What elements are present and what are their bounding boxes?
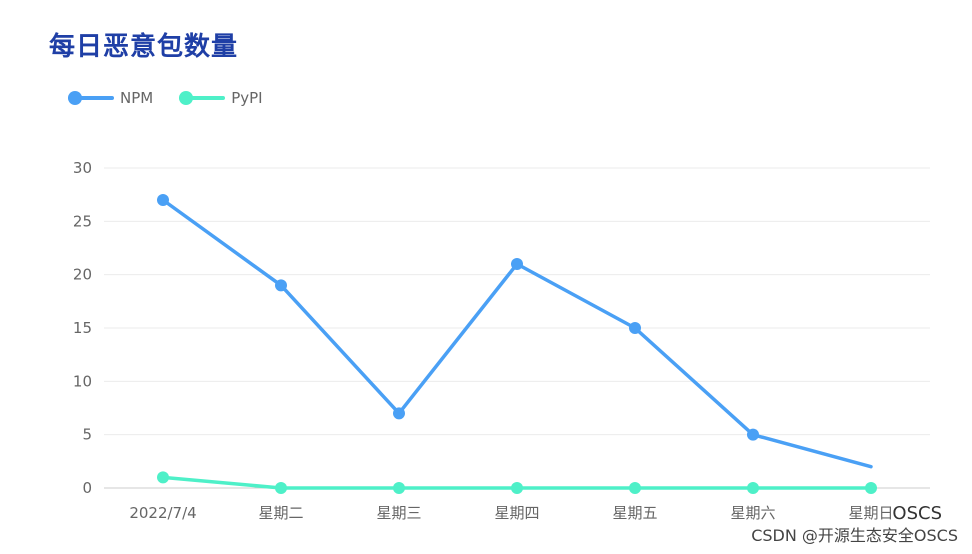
watermark-csdn: CSDN @开源生态安全OSCS — [751, 526, 958, 545]
chart-title: 每日恶意包数量 — [49, 32, 239, 62]
legend-swatch-pypi — [179, 91, 226, 105]
data-point-npm-2 — [393, 407, 405, 420]
x-tick-label-0: 2022/7/4 — [129, 504, 196, 522]
data-point-pypi-2 — [393, 482, 405, 494]
x-tick-label-4: 星期五 — [612, 504, 657, 522]
data-point-npm-1 — [275, 279, 287, 292]
data-point-npm-4 — [629, 322, 641, 334]
legend-dot-pypi — [179, 91, 194, 105]
data-point-npm-5 — [747, 428, 759, 441]
x-tick-label-5: 星期六 — [730, 504, 775, 522]
legend-item-pypi[interactable]: PyPI — [179, 89, 263, 107]
legend: NPM PyPI — [68, 89, 263, 107]
y-tick-label-30: 30 — [73, 159, 92, 177]
legend-line-npm — [68, 96, 114, 100]
y-tick-label-25: 25 — [73, 212, 92, 230]
data-point-pypi-5 — [747, 482, 759, 494]
y-tick-label-5: 5 — [82, 426, 92, 444]
x-tick-label-6: 星期日 — [848, 504, 893, 522]
y-tick-label-15: 15 — [73, 319, 92, 337]
series-line-npm — [161, 198, 873, 469]
x-tick-label-2: 星期三 — [376, 504, 421, 522]
data-point-pypi-3 — [511, 482, 523, 494]
legend-dot-npm — [68, 91, 82, 105]
x-tick-label-3: 星期四 — [494, 504, 539, 522]
data-point-pypi-4 — [629, 482, 641, 494]
y-tick-label-0: 0 — [82, 479, 92, 497]
data-point-pypi-6 — [865, 482, 877, 494]
legend-line-pypi — [179, 96, 226, 100]
data-point-pypi-0 — [157, 471, 169, 484]
data-point-npm-3 — [511, 258, 523, 270]
data-point-pypi-1 — [275, 482, 287, 494]
watermark-oscs: OSCS — [892, 503, 942, 524]
legend-label-pypi: PyPI — [231, 89, 263, 107]
x-tick-label-1: 星期二 — [258, 504, 303, 522]
legend-label-npm: NPM — [120, 89, 154, 107]
y-tick-label-20: 20 — [73, 266, 92, 284]
data-point-npm-0 — [157, 194, 169, 206]
y-tick-label-10: 10 — [73, 372, 92, 390]
legend-swatch-npm — [68, 91, 114, 105]
legend-item-npm[interactable]: NPM — [68, 89, 153, 107]
